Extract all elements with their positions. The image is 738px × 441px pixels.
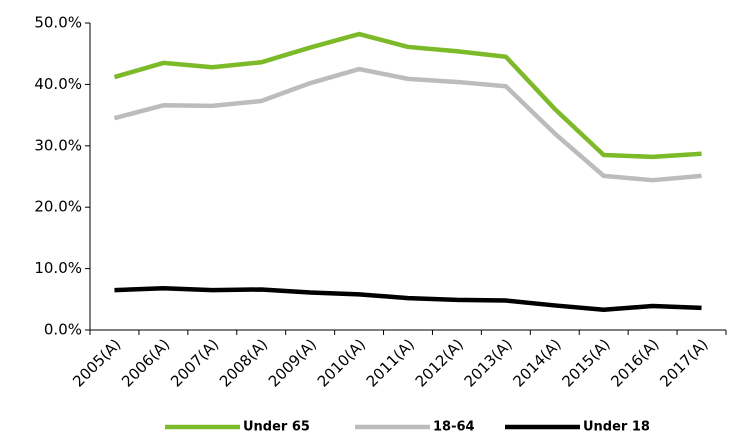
y-tick-label: 0.0% <box>44 321 82 339</box>
y-tick-label: 30.0% <box>34 136 82 154</box>
series-line <box>113 66 702 183</box>
legend-label: 18-64 <box>433 420 475 435</box>
legend-label: Under 18 <box>583 420 650 435</box>
x-tick-label: 2006(A) <box>118 335 173 390</box>
y-tick-label: 20.0% <box>34 198 82 216</box>
x-tick-label: 2010(A) <box>314 335 369 390</box>
x-tick-label: 2007(A) <box>167 335 222 390</box>
x-tick-label: 2016(A) <box>607 335 662 390</box>
x-tick-label: 2012(A) <box>412 335 467 390</box>
x-tick-label: 2005(A) <box>69 335 124 390</box>
x-tick-label: 2011(A) <box>363 335 418 390</box>
legend-label: Under 65 <box>243 420 310 435</box>
x-tick-label: 2017(A) <box>656 335 711 390</box>
x-tick-label: 2013(A) <box>461 335 516 390</box>
x-tick-label: 2015(A) <box>558 335 613 390</box>
x-tick-label: 2008(A) <box>216 335 271 390</box>
y-tick-label: 10.0% <box>34 259 82 277</box>
y-tick-label: 50.0% <box>34 14 82 32</box>
series-line <box>113 31 702 160</box>
y-tick-label: 40.0% <box>34 75 82 93</box>
x-tick-label: 2014(A) <box>510 335 565 390</box>
x-tick-label: 2009(A) <box>265 335 320 390</box>
series-line <box>114 285 702 312</box>
